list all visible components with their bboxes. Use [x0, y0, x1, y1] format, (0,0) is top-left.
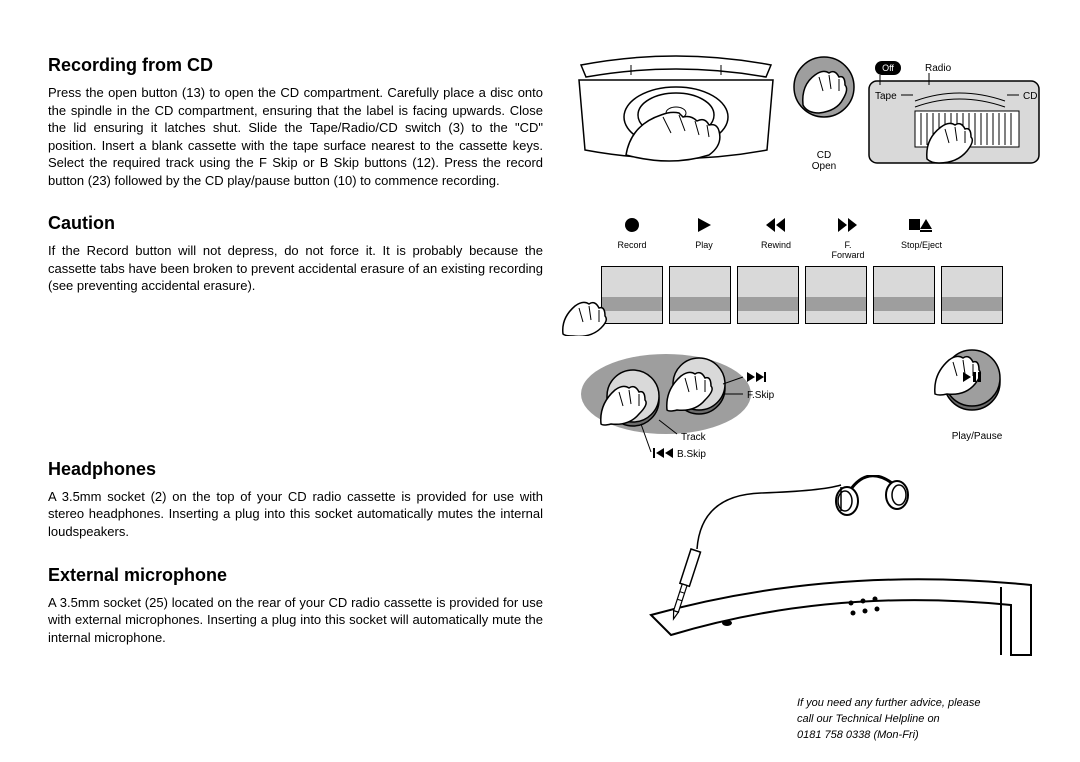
rewind-icon: Rewind — [757, 217, 795, 260]
headphones-heading: Headphones — [48, 459, 543, 480]
cassette-controls-diagram: Record Play Rewind F. Forward Stop/Eject — [571, 217, 1037, 324]
record-icon: Record — [613, 217, 651, 260]
cassette-key — [737, 266, 799, 324]
fskip-label: F.Skip — [747, 390, 775, 401]
stop-eject-icon: Stop/Eject — [901, 217, 939, 260]
hand-pointer-icon — [561, 294, 611, 336]
cassette-key — [805, 266, 867, 324]
footer-line: call our Technical Helpline on — [797, 712, 1032, 728]
play-icon: Play — [685, 217, 723, 260]
text-column: Recording from CD Press the open button … — [48, 55, 543, 670]
headphones-jack-diagram — [591, 475, 1037, 710]
external-mic-body: A 3.5mm socket (25) located on the rear … — [48, 594, 543, 647]
external-mic-heading: External microphone — [48, 565, 543, 586]
cassette-key — [669, 266, 731, 324]
recording-heading: Recording from CD — [48, 55, 543, 76]
track-label: Track — [681, 432, 707, 443]
helpline-footer: If you need any further advice, please c… — [797, 696, 1032, 744]
headphones-body: A 3.5mm socket (2) on the top of your CD… — [48, 488, 543, 541]
tape-label: Tape — [875, 91, 897, 102]
caution-heading: Caution — [48, 213, 543, 234]
bskip-label: B.Skip — [677, 449, 706, 460]
footer-line: If you need any further advice, please — [797, 696, 1032, 712]
recording-body: Press the open button (13) to open the C… — [48, 84, 543, 189]
switch-label-lines — [859, 55, 1034, 85]
footer-line: 0181 758 0338 (Mon-Fri) — [797, 728, 1032, 744]
cd-open-button-diagram: CD Open — [789, 55, 859, 172]
diagram-column: CD Open Off Radio Tape CD — [571, 55, 1037, 670]
cassette-key — [873, 266, 935, 324]
cd-open-label: CD Open — [789, 150, 859, 172]
caution-body: If the Record button will not depress, d… — [48, 242, 543, 295]
cd-label: CD — [1023, 91, 1037, 102]
skip-buttons-diagram: F.Skip Track B.Skip — [571, 344, 821, 469]
play-pause-diagram: Play/Pause — [917, 344, 1037, 442]
cd-open-diagram — [571, 55, 781, 170]
fforward-icon: F. Forward — [829, 217, 867, 260]
cassette-key — [941, 266, 1003, 324]
